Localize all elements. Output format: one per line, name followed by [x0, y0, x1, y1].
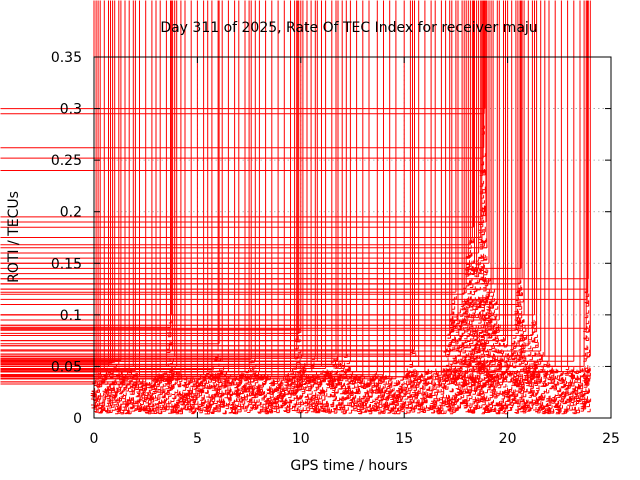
data-point — [0, 0, 469, 259]
x-axis-label: GPS time / hours — [290, 458, 407, 474]
data-point — [0, 0, 522, 269]
data-point — [0, 0, 490, 264]
y-tick-label: 0.1 — [60, 308, 82, 324]
y-tick-label: 0.3 — [60, 102, 82, 118]
data-point — [0, 0, 542, 352]
data-point — [0, 0, 300, 334]
data-point — [0, 0, 465, 295]
y-axis-label: ROTI / TECUs — [6, 191, 22, 283]
y-tick-labels: 0 0.05 0.1 0.15 0.2 0.25 0.3 0.35 — [51, 50, 82, 427]
data-point — [0, 0, 471, 246]
data-point — [0, 0, 413, 355]
data-point — [0, 0, 302, 330]
x-tick-label: 15 — [395, 431, 413, 447]
data-point — [0, 0, 252, 360]
data-point — [0, 0, 478, 275]
y-tick-label: 0.35 — [51, 50, 82, 66]
data-point — [0, 0, 533, 336]
data-point — [0, 0, 415, 351]
y-tick-label: 0.2 — [60, 205, 82, 221]
data-point — [0, 0, 480, 254]
data-point — [0, 0, 474, 228]
data-point — [0, 0, 484, 159]
data-point — [0, 0, 483, 218]
y-tick-label: 0.05 — [51, 359, 82, 375]
data-point — [0, 0, 591, 357]
x-tick-labels: 0 5 10 15 20 25 — [90, 431, 620, 447]
y-tick-label: 0 — [73, 411, 82, 427]
data-point — [0, 0, 343, 365]
chart-title: Day 311 of 2025, Rate Of TEC Index for r… — [160, 20, 537, 36]
plot-frame — [93, 56, 612, 419]
data-point — [0, 0, 488, 249]
data-point — [0, 0, 384, 376]
data-point — [0, 0, 589, 280]
data-point — [0, 0, 220, 345]
data-point — [0, 0, 588, 300]
data-point — [0, 0, 506, 342]
data-point — [0, 0, 581, 373]
x-tick-label: 10 — [292, 431, 310, 447]
data-point — [0, 0, 482, 238]
data-point — [0, 0, 213, 370]
data-point — [0, 0, 147, 383]
x-tick-label: 20 — [499, 431, 517, 447]
x-tick-label: 0 — [90, 431, 99, 447]
data-points — [0, 0, 591, 385]
data-point — [0, 0, 575, 362]
data-point — [0, 0, 538, 326]
data-point — [0, 0, 487, 223]
data-point — [0, 0, 519, 305]
data-point — [0, 0, 585, 367]
data-point — [0, 0, 529, 347]
y-tick-label: 0.25 — [51, 153, 82, 169]
data-point — [0, 0, 500, 321]
data-point — [0, 0, 485, 115]
y-tick-label: 0.15 — [51, 256, 82, 272]
axis-ticks — [93, 56, 612, 419]
data-point — [0, 0, 153, 385]
data-point — [0, 0, 587, 329]
data-point — [0, 0, 535, 316]
data-point — [0, 0, 521, 285]
data-point — [0, 0, 486, 110]
x-tick-label: 5 — [193, 431, 202, 447]
data-point — [0, 0, 457, 293]
x-tick-label: 25 — [602, 431, 620, 447]
data-point — [0, 0, 426, 378]
